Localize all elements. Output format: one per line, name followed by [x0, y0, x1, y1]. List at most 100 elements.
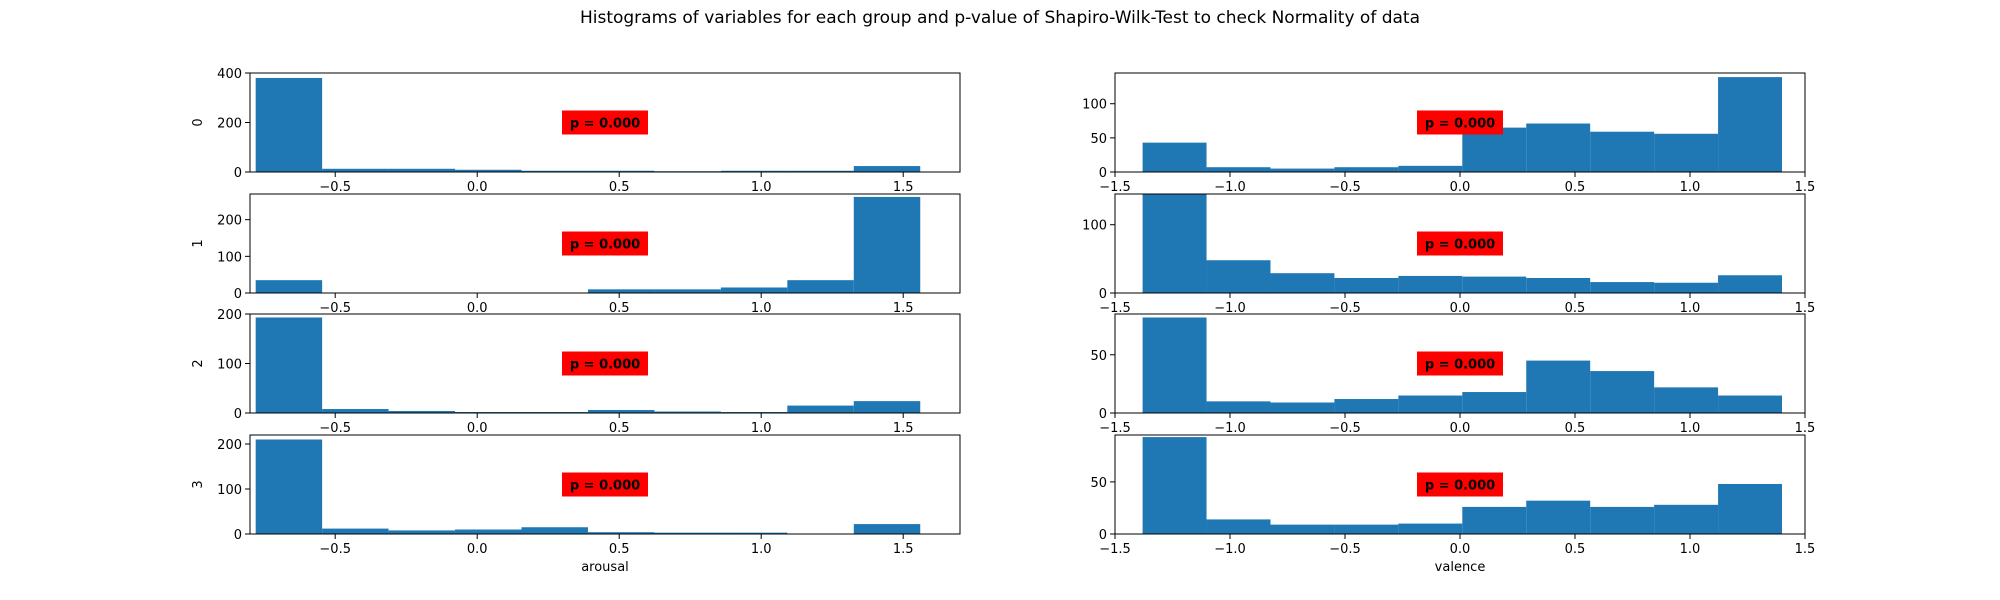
axes-frame — [249, 434, 961, 535]
x-tick-label: 0.5 — [609, 421, 630, 436]
histogram-bar — [1334, 399, 1399, 413]
histogram-bar — [1526, 277, 1591, 293]
x-tick-label: −0.5 — [319, 180, 351, 195]
x-tick-label: 0.0 — [467, 301, 488, 316]
histogram-bar — [1654, 133, 1719, 172]
histogram-bar — [1206, 167, 1271, 172]
x-tick-label: 1.5 — [1795, 301, 1816, 316]
histogram-bar — [255, 439, 323, 534]
p-value-label: p = 0.000 — [570, 479, 640, 494]
y-tick-label: 0 — [1099, 528, 1107, 543]
histogram-bar — [1590, 506, 1655, 534]
histogram-bar — [1654, 504, 1719, 534]
histogram-bar — [853, 401, 921, 413]
x-tick-label: 0.0 — [467, 421, 488, 436]
histogram-bar — [787, 280, 854, 293]
y-axis-label: 3 — [191, 480, 206, 488]
histogram-bar — [1334, 524, 1399, 534]
p-value-label: p = 0.000 — [570, 238, 640, 253]
histogram-bar — [1718, 275, 1782, 293]
histogram-bar — [720, 532, 788, 534]
histogram-bar — [587, 289, 655, 293]
histogram-bar — [1526, 360, 1591, 413]
p-value-badge — [562, 351, 648, 376]
histogram-bar — [322, 409, 389, 413]
histogram-bar — [1398, 165, 1463, 172]
y-tick-label: 0 — [234, 166, 242, 181]
histogram-bar — [853, 524, 921, 534]
x-tick-label: −1.5 — [1099, 180, 1131, 195]
x-tick-label: 0.5 — [1565, 542, 1586, 557]
histogram-bar — [1398, 275, 1463, 293]
histogram-bar — [1718, 77, 1782, 172]
p-value-badge — [562, 231, 648, 256]
y-tick-label: 100 — [217, 358, 242, 373]
histogram-bar — [388, 530, 456, 534]
p-value-badge — [562, 472, 648, 497]
p-value-badge — [1417, 351, 1503, 376]
histogram-bar — [1206, 401, 1271, 413]
y-tick-label: 100 — [1082, 98, 1107, 113]
x-tick-label: −1.0 — [1214, 421, 1246, 436]
p-value-label: p = 0.000 — [1425, 117, 1495, 132]
histogram-bar — [521, 170, 588, 172]
histogram-bar — [322, 168, 389, 172]
histogram-bar — [1462, 506, 1527, 534]
x-tick-label: 1.5 — [1795, 542, 1816, 557]
histogram-bar — [587, 532, 655, 534]
histogram-bar — [322, 528, 389, 534]
histogram-bar — [1206, 519, 1271, 534]
histogram-bar — [1334, 167, 1399, 172]
y-tick-label: 200 — [217, 117, 242, 132]
y-tick-label: 400 — [217, 67, 242, 82]
histogram-bar — [1526, 500, 1591, 534]
histogram-bar — [654, 411, 721, 413]
p-value-label: p = 0.000 — [570, 358, 640, 373]
x-tick-label: −0.5 — [319, 301, 351, 316]
y-tick-label: 100 — [1082, 219, 1107, 234]
histogram-bar — [255, 317, 323, 413]
x-tick-label: 0.5 — [609, 180, 630, 195]
y-axis-label: 1 — [191, 239, 206, 247]
subplot-group-3-arousal: −0.5 0.0 0.5 1.0 1.5 0 100 200 3 arousal p = 0.000 — [191, 434, 961, 575]
p-value-badge — [1417, 472, 1503, 497]
x-tick-label: 1.0 — [751, 180, 772, 195]
x-tick-label: 0.0 — [1450, 421, 1471, 436]
histogram-bar — [388, 411, 456, 413]
p-value-badge — [1417, 110, 1503, 135]
y-tick-label: 50 — [1090, 476, 1107, 491]
x-tick-label: −1.5 — [1099, 542, 1131, 557]
y-axis-label: 2 — [191, 359, 206, 367]
subplot-group-0-arousal: −0.5 0.0 0.5 1.0 1.5 0 200 400 0 p = 0.000 — [191, 67, 961, 195]
x-tick-label: −1.5 — [1099, 301, 1131, 316]
x-tick-label: 0.5 — [1565, 301, 1586, 316]
histogram-bar — [1590, 282, 1655, 293]
y-tick-label: 50 — [1090, 349, 1107, 364]
subplot-group-3-valence: −1.5 −1.0 −0.5 0.0 0.5 1.0 1.5 0 50 valence p = 0.… — [1090, 434, 1816, 575]
y-tick-label: 0 — [1099, 407, 1107, 422]
x-tick-label: 1.5 — [893, 542, 914, 557]
x-tick-label: −0.5 — [1329, 542, 1361, 557]
histogram-bar — [720, 170, 788, 172]
x-tick-label: 0.5 — [1565, 421, 1586, 436]
histogram-bar — [853, 196, 921, 293]
histogram-bar — [1206, 260, 1271, 293]
histogram-bar — [1334, 277, 1399, 293]
histogram-bar — [1462, 276, 1527, 293]
histogram-bar — [1718, 483, 1782, 534]
x-tick-label: −1.5 — [1099, 421, 1131, 436]
histogram-bar — [1142, 437, 1207, 534]
x-tick-label: 0.5 — [609, 301, 630, 316]
histogram-bar — [1270, 273, 1335, 293]
y-tick-label: 100 — [217, 483, 242, 498]
histogram-bar — [587, 410, 655, 413]
histogram-bar — [1270, 402, 1335, 413]
x-tick-label: −1.0 — [1214, 542, 1246, 557]
histogram-bar — [654, 289, 721, 293]
histogram-bar — [1590, 371, 1655, 413]
y-tick-label: 200 — [217, 438, 242, 453]
histogram-bar — [1270, 168, 1335, 172]
y-tick-label: 200 — [217, 214, 242, 229]
p-value-label: p = 0.000 — [1425, 238, 1495, 253]
